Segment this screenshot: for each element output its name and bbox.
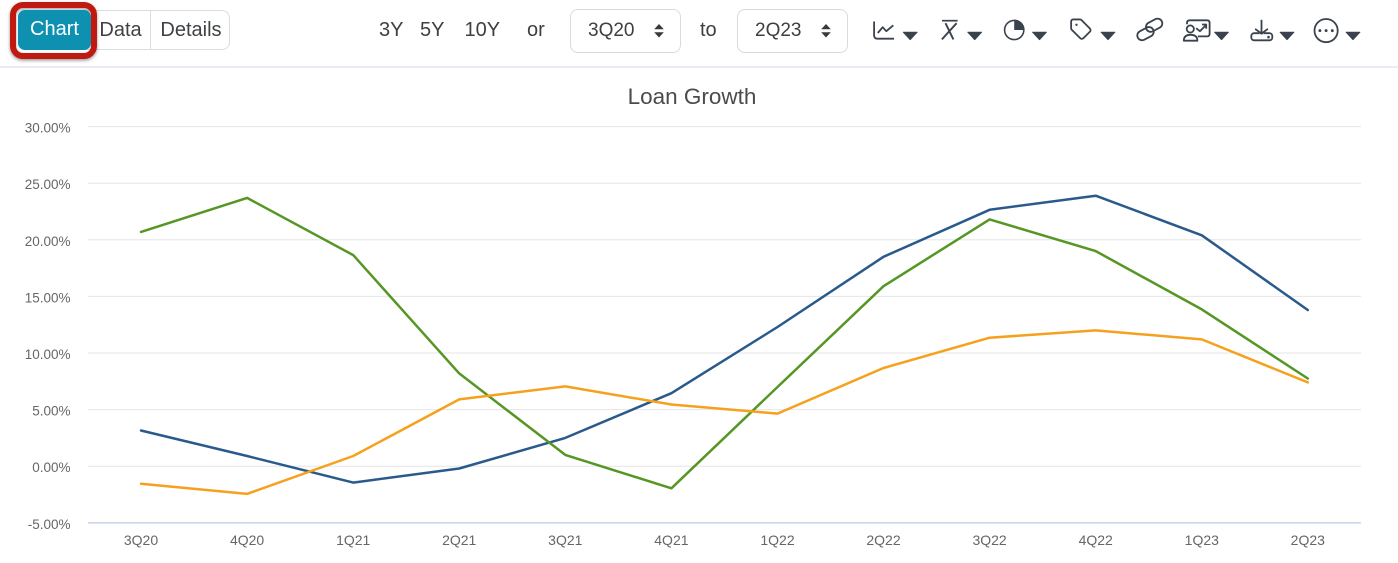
svg-text:4Q22: 4Q22: [1079, 532, 1113, 548]
svg-text:30.00%: 30.00%: [25, 121, 71, 136]
svg-text:2Q23: 2Q23: [1291, 532, 1325, 548]
svg-text:15.00%: 15.00%: [25, 290, 71, 305]
svg-text:Loan Growth: Loan Growth: [628, 84, 757, 109]
svg-text:4Q20: 4Q20: [230, 532, 264, 548]
svg-text:2Q21: 2Q21: [442, 532, 476, 548]
svg-text:25.00%: 25.00%: [25, 177, 71, 192]
svg-text:10.00%: 10.00%: [25, 347, 71, 362]
svg-text:20.00%: 20.00%: [25, 234, 71, 249]
svg-text:4Q21: 4Q21: [654, 532, 688, 548]
svg-text:3Q20: 3Q20: [124, 532, 158, 548]
svg-text:1Q21: 1Q21: [336, 532, 370, 548]
svg-text:3Q21: 3Q21: [548, 532, 582, 548]
svg-text:-5.00%: -5.00%: [28, 517, 71, 532]
svg-text:3Q22: 3Q22: [972, 532, 1006, 548]
svg-text:1Q23: 1Q23: [1185, 532, 1219, 548]
svg-text:5.00%: 5.00%: [32, 404, 70, 419]
svg-text:1Q22: 1Q22: [760, 532, 794, 548]
svg-text:2Q22: 2Q22: [866, 532, 900, 548]
svg-text:0.00%: 0.00%: [32, 460, 70, 475]
